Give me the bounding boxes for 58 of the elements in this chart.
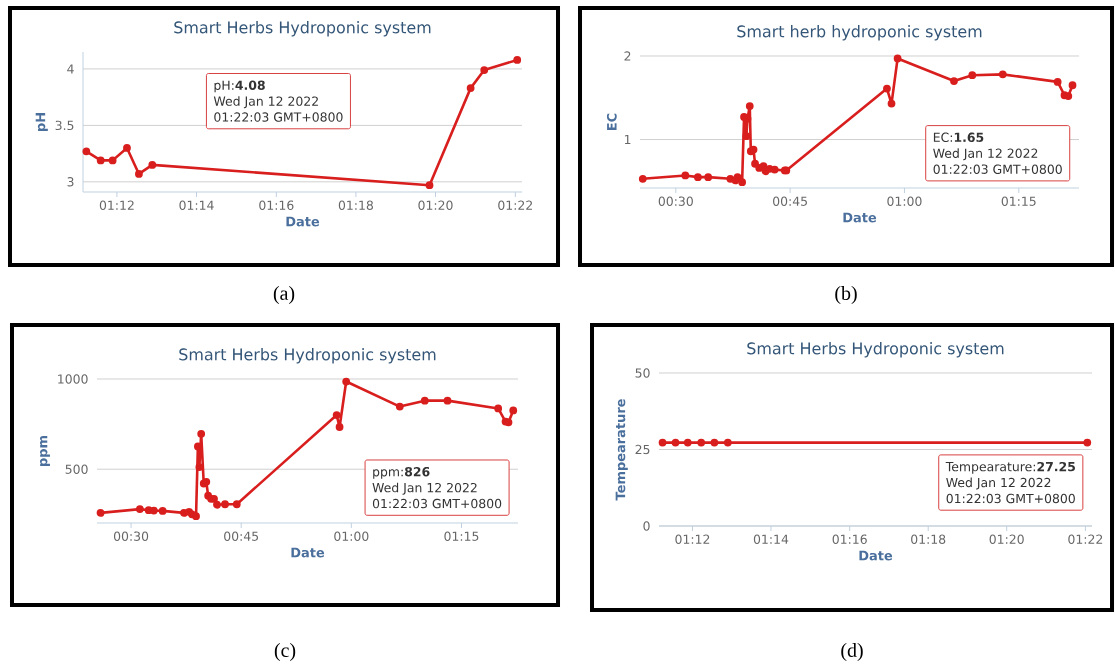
annotation: Wed Jan 12 2022 [946, 477, 1051, 490]
x-tick-label: 01:16 [259, 200, 294, 210]
x-tick-label: 00:30 [658, 196, 693, 206]
x-axis-title: Date [843, 212, 877, 223]
annotation: ppm:826 [373, 466, 430, 479]
y-tick-label: 50 [635, 368, 650, 378]
chart-title: Smart herb hydroponic system [737, 25, 982, 41]
text: (a) [273, 285, 295, 305]
y-tick-label: 4 [67, 64, 74, 74]
y-tick-label: 3.5 [55, 120, 74, 131]
x-tick-label: 01:22 [1068, 534, 1103, 544]
x-tick-label: 01:20 [418, 200, 453, 210]
annotation: 01:22:03 GMT+0800 [372, 498, 502, 509]
x-tick-label: 01:18 [338, 200, 374, 210]
x-tick-label: 01:16 [832, 534, 867, 544]
annotation: Wed Jan 12 2022 [213, 96, 318, 109]
y-tick-label: 1 [624, 135, 631, 145]
x-axis-title: Date [291, 547, 325, 558]
chart-title: Smart Herbs Hydroponic system [179, 348, 436, 364]
text: (b) [835, 285, 857, 305]
annotation: Tempearature:27.25 [945, 461, 1075, 474]
y-tick-label: 3 [67, 177, 74, 187]
x-tick-label: 00:45 [773, 196, 807, 206]
x-axis-title: Date [286, 216, 320, 227]
y-tick-label: 1000 [58, 374, 88, 384]
x-axis-title: Date [859, 550, 893, 561]
x-tick-label: 01:00 [334, 531, 369, 541]
x-tick-label: 01:20 [989, 534, 1024, 544]
x-tick-label: 01:14 [753, 534, 789, 544]
y-tick-label: 500 [65, 464, 88, 474]
y-tick-label: 0 [643, 521, 650, 531]
chart-title: Smart Herbs Hydroponic system [174, 21, 431, 37]
x-tick-label: 00:45 [224, 531, 259, 541]
x-tick-label: 01:18 [911, 534, 946, 544]
annotation: 01:22:03 GMT+0800 [946, 493, 1075, 504]
annotation: Wed Jan 12 2022 [372, 482, 477, 495]
text: (c) [274, 642, 296, 662]
y-axis-title: pH [35, 113, 48, 131]
annotation: 01:22:03 GMT+0800 [214, 112, 343, 122]
x-tick-label: 01:12 [675, 534, 710, 544]
annotation: EC:1.65 [933, 132, 984, 143]
text: (d) [841, 642, 863, 662]
x-tick-label: 00:30 [113, 531, 149, 541]
annotation: 01:22:03 GMT+0800 [933, 164, 1062, 174]
chart-title: Smart Herbs Hydroponic system [747, 342, 1004, 358]
x-tick-label: 01:12 [99, 200, 134, 210]
x-tick-label: 01:15 [444, 531, 479, 541]
x-tick-label: 01:14 [179, 200, 214, 210]
y-tick-label: 25 [635, 444, 650, 455]
y-axis-title: EC [606, 113, 617, 130]
y-axis-title: Tempearature [615, 399, 628, 501]
y-tick-label: 2 [624, 51, 631, 61]
y-axis-title: ppm [40, 436, 50, 466]
annotation: Wed Jan 12 2022 [933, 148, 1038, 161]
x-tick-label: 01:15 [1001, 196, 1036, 206]
x-tick-label: 01:22 [498, 200, 532, 210]
x-tick-label: 01:00 [887, 196, 922, 206]
annotation: pH:4.08 [214, 80, 265, 93]
